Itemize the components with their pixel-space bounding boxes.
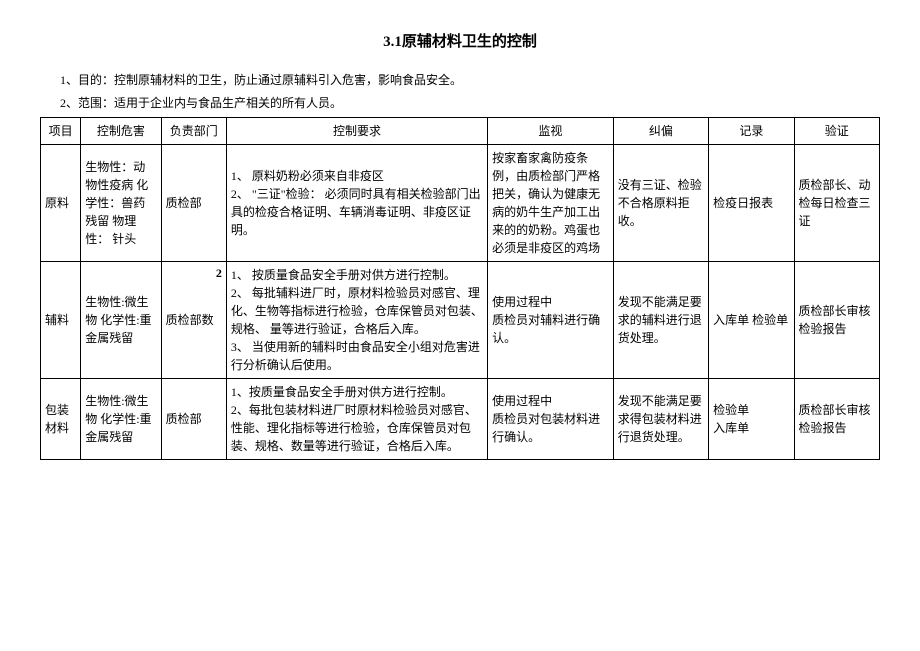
- header-dept: 负责部门: [161, 118, 226, 145]
- header-hazard: 控制危害: [81, 118, 161, 145]
- cell-correction: 没有三证、检验不合格原料拒 收。: [613, 145, 708, 262]
- cell-requirement: 1、 按质量食品安全手册对供方进行控制。2、 每批辅料进厂时，原材料检验员对感官…: [226, 262, 487, 379]
- cell-monitor: 使用过程中质检员对辅料进行确认。: [488, 262, 614, 379]
- dept-text: 质检部: [166, 196, 202, 210]
- cell-correction: 发现不能满足要求的辅料进行退货处理。: [613, 262, 708, 379]
- cell-monitor: 使用过程中质检员对包装材料进行确认。: [488, 379, 614, 460]
- cell-requirement: 1、 原料奶粉必须来自非疫区2、 "三证"检验： 必须同时具有相关检验部门出具的…: [226, 145, 487, 262]
- cell-item: 包装材料: [41, 379, 81, 460]
- cell-dept: 质检部: [161, 379, 226, 460]
- intro-scope: 2、范围：适用于企业内与食品生产相关的所有人员。: [40, 94, 880, 111]
- header-requirement: 控制要求: [226, 118, 487, 145]
- cell-verify: 质检部长、动检每日检查三证: [794, 145, 879, 262]
- page-title: 3.1原辅材料卫生的控制: [40, 30, 880, 51]
- cell-record: 检验单入库单: [709, 379, 794, 460]
- dept-text: 质检部数: [166, 313, 214, 327]
- table-header-row: 项目 控制危害 负责部门 控制要求 监视 纠偏 记录 验证: [41, 118, 880, 145]
- header-correction: 纠偏: [613, 118, 708, 145]
- cell-hazard: 生物性:微生物 化学性:重 金属残留: [81, 379, 161, 460]
- cell-record: 入库单 检验单: [709, 262, 794, 379]
- cell-verify: 质检部长审核检验报告: [794, 379, 879, 460]
- table-body: 原料 生物性：动物性疫病 化学性：兽药残留 物理性： 针头 质检部 1、 原料奶…: [41, 145, 880, 460]
- header-verify: 验证: [794, 118, 879, 145]
- cell-hazard: 生物性:微生物 化学性:重 金属残留: [81, 262, 161, 379]
- header-record: 记录: [709, 118, 794, 145]
- cell-record: 检疫日报表: [709, 145, 794, 262]
- cell-monitor: 按家畜家禽防疫条 例，由质检部门严格 把关，确认为健康无 病的奶牛生产加工出 来…: [488, 145, 614, 262]
- header-monitor: 监视: [488, 118, 614, 145]
- table-row: 辅料 生物性:微生物 化学性:重 金属残留 2 质检部数 1、 按质量食品安全手…: [41, 262, 880, 379]
- intro-purpose: 1、目的：控制原辅材料的卫生，防止通过原辅料引入危害，影响食品安全。: [40, 71, 880, 88]
- header-item: 项目: [41, 118, 81, 145]
- cell-dept: 2 质检部数: [161, 262, 226, 379]
- table-row: 原料 生物性：动物性疫病 化学性：兽药残留 物理性： 针头 质检部 1、 原料奶…: [41, 145, 880, 262]
- control-table: 项目 控制危害 负责部门 控制要求 监视 纠偏 记录 验证 原料 生物性：动物性…: [40, 117, 880, 460]
- table-row: 包装材料 生物性:微生物 化学性:重 金属残留 质检部 1、按质量食品安全手册对…: [41, 379, 880, 460]
- cell-item: 原料: [41, 145, 81, 262]
- cell-verify: 质检部长审核检验报告: [794, 262, 879, 379]
- dept-text: 质检部: [166, 412, 202, 426]
- cell-item: 辅料: [41, 262, 81, 379]
- cell-correction: 发现不能满足要求得包装材料进行退货处理。: [613, 379, 708, 460]
- cell-dept: 质检部: [161, 145, 226, 262]
- cell-requirement: 1、按质量食品安全手册对供方进行控制。2、每批包装材料进厂时原材料检验员对感官、…: [226, 379, 487, 460]
- cell-hazard: 生物性：动物性疫病 化学性：兽药残留 物理性： 针头: [81, 145, 161, 262]
- dept-marker: 2: [216, 264, 222, 282]
